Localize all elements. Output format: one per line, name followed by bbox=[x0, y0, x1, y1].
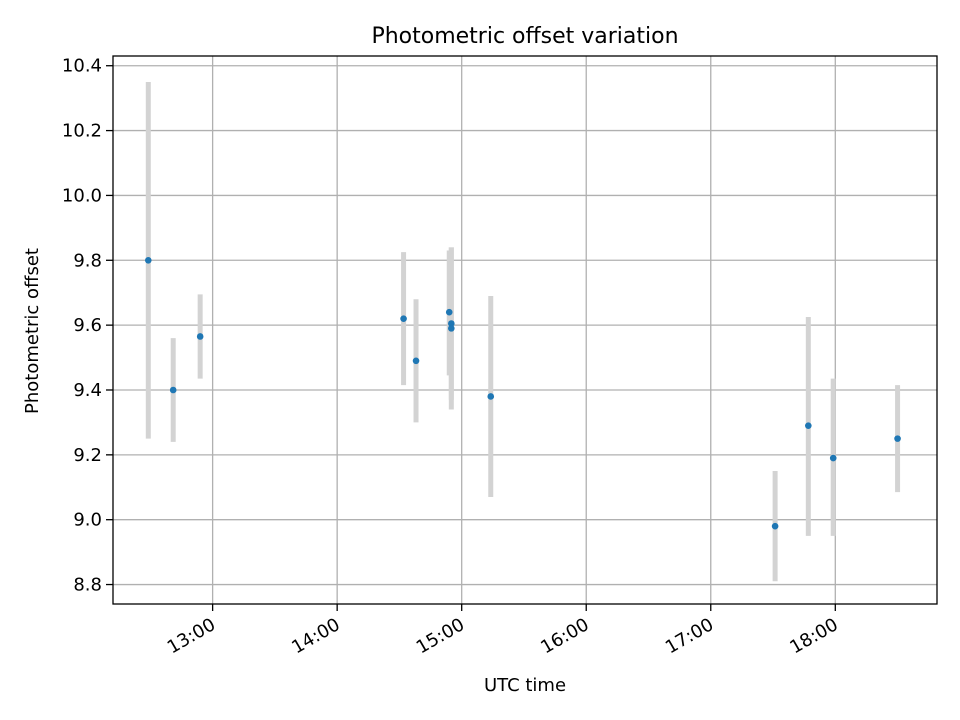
x-tick-label: 13:00 bbox=[164, 614, 219, 658]
data-point bbox=[445, 308, 453, 316]
x-tick-label: 17:00 bbox=[662, 614, 717, 658]
data-point bbox=[771, 522, 779, 530]
data-points bbox=[144, 256, 901, 530]
y-tick-label: 9.2 bbox=[73, 445, 102, 466]
data-point bbox=[169, 386, 177, 394]
x-axis-label: UTC time bbox=[484, 675, 566, 696]
plot-frame bbox=[112, 55, 938, 605]
y-axis: 8.8 9.0 9.2 9.4 9.6 9.8 10.0 10.2 10.4 bbox=[62, 56, 113, 596]
data-point bbox=[400, 315, 407, 322]
error-bars bbox=[145, 81, 901, 582]
chart-title: Photometric offset variation bbox=[371, 24, 678, 49]
y-tick-label: 9.4 bbox=[73, 380, 102, 401]
y-tick-label: 10.0 bbox=[62, 185, 102, 206]
y-tick-label: 9.8 bbox=[73, 250, 102, 271]
data-point bbox=[829, 454, 837, 462]
data-point bbox=[144, 256, 152, 264]
data-point bbox=[805, 422, 812, 429]
y-tick-label: 10.4 bbox=[62, 56, 102, 77]
data-point bbox=[448, 320, 455, 327]
data-point bbox=[448, 325, 455, 332]
x-axis: 13:00 14:00 15:00 16:00 17:00 18:00 bbox=[164, 604, 842, 658]
data-point bbox=[487, 393, 495, 400]
data-point bbox=[894, 435, 901, 442]
y-axis-label: Photometric offset bbox=[22, 248, 43, 414]
y-tick-label: 9.0 bbox=[73, 510, 102, 531]
x-tick-label: 14:00 bbox=[288, 614, 343, 658]
x-tick-label: 18:00 bbox=[786, 614, 841, 658]
data-point bbox=[196, 333, 204, 340]
data-point bbox=[412, 357, 420, 365]
y-tick-label: 8.8 bbox=[73, 575, 102, 596]
y-tick-label: 10.2 bbox=[62, 121, 102, 142]
y-tick-label: 9.6 bbox=[73, 315, 102, 336]
x-tick-label: 16:00 bbox=[537, 614, 592, 658]
x-tick-label: 15:00 bbox=[413, 614, 468, 658]
grid bbox=[113, 56, 937, 604]
